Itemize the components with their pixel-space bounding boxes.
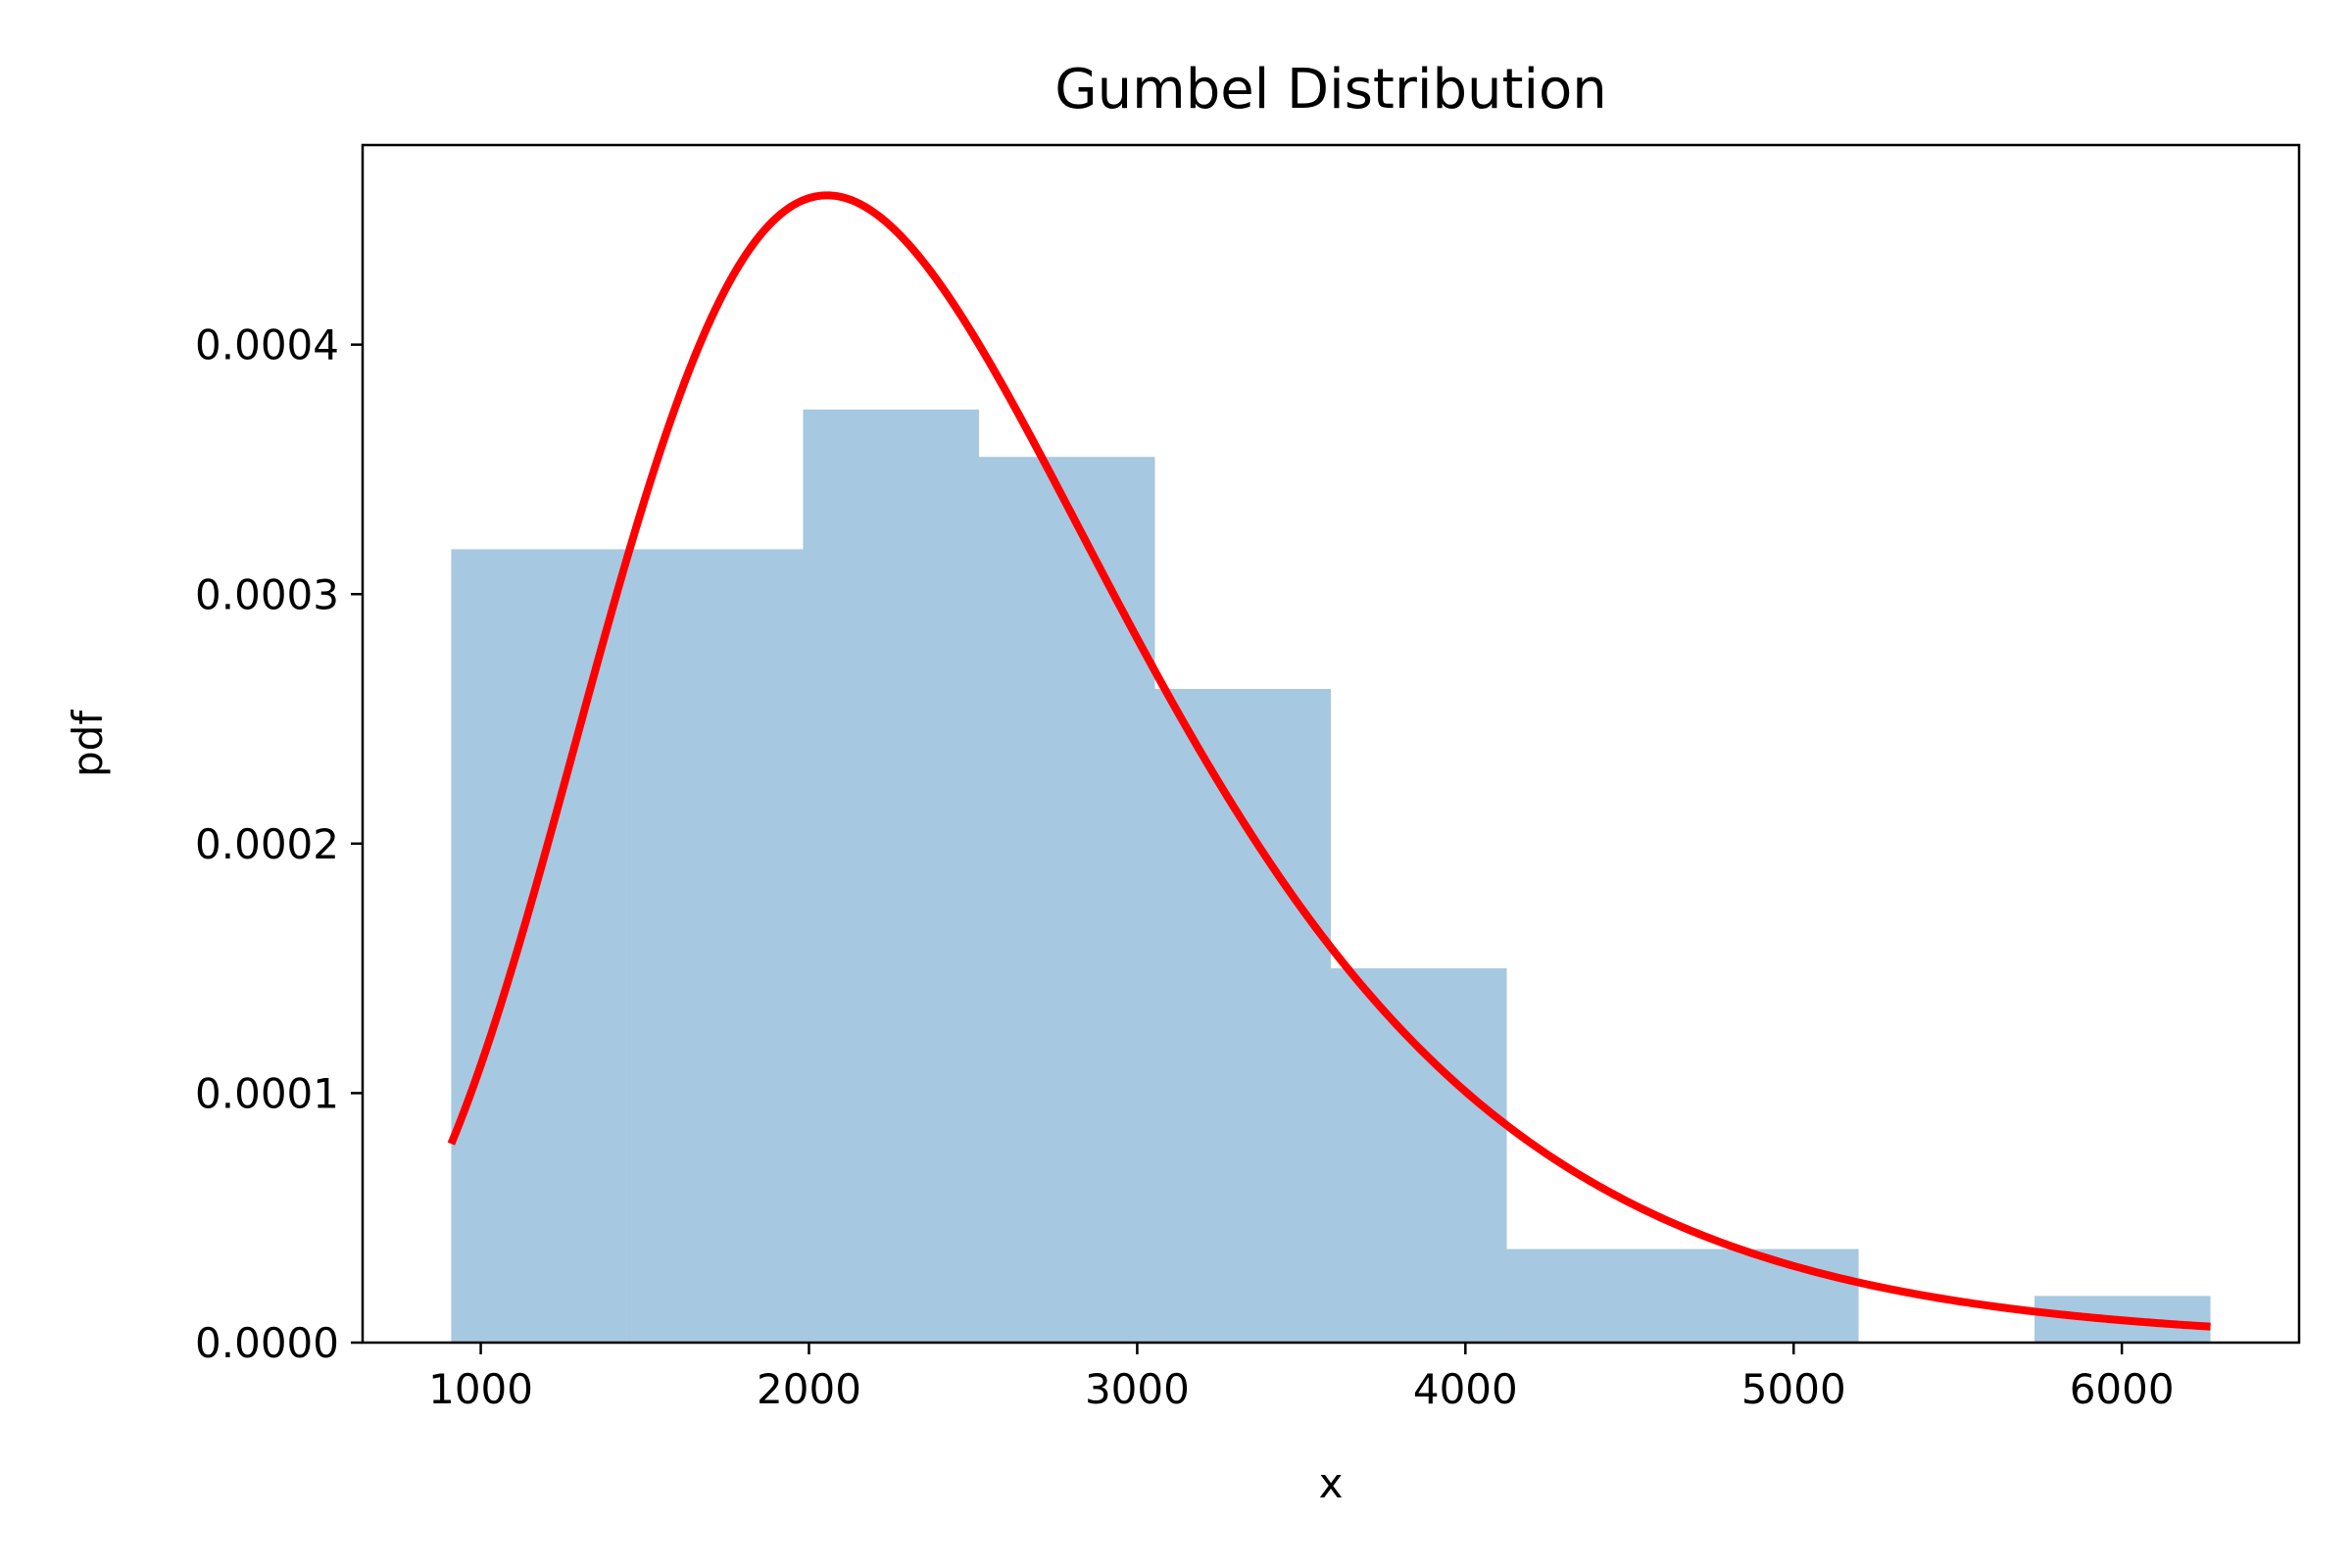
x-tick-label: 4000 [1413,1365,1518,1413]
x-tick-label: 1000 [428,1365,533,1413]
x-axis-label: x [1319,1459,1344,1507]
y-axis-label: pdf [64,710,112,777]
x-tick-label: 2000 [757,1365,861,1413]
histogram-bars [451,409,2211,1344]
y-tick-label: 0.0000 [195,1319,339,1367]
histogram-bar [1154,688,1331,1343]
y-tick-label: 0.0004 [195,321,339,369]
pdf-curve [447,191,2211,1331]
chart-title: Gumbel Distribution [1054,58,1607,122]
histogram-bar [803,409,979,1343]
histogram-bar [978,457,1155,1344]
x-tick-label: 6000 [2070,1365,2175,1413]
y-tick-label: 0.0001 [195,1069,339,1117]
histogram-bar [1506,1249,1684,1343]
histogram-bar [1683,1249,1859,1343]
y-axis-ticks: 0.0000 0.0001 0.0002 0.0003 0.0004 [195,321,363,1367]
y-tick-label: 0.0002 [195,820,339,868]
histogram-bar [626,549,804,1343]
plot-frame [361,143,2301,1345]
histogram-bar [1331,968,1507,1343]
x-tick-label: 5000 [1741,1365,1846,1413]
x-tick-label: 3000 [1085,1365,1190,1413]
x-axis-ticks: 1000 2000 3000 4000 5000 6000 [428,1343,2175,1413]
histogram-bar [451,549,627,1343]
y-tick-label: 0.0003 [195,570,339,618]
